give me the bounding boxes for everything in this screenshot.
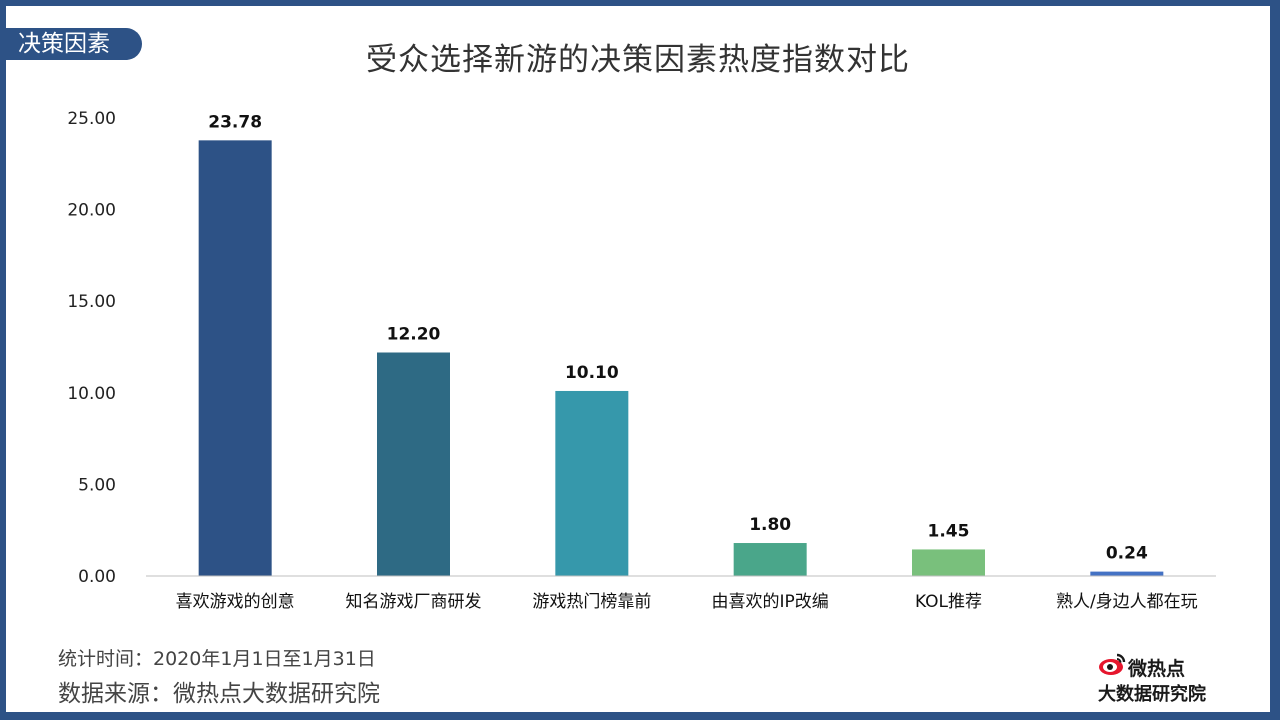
y-tick-label: 20.00 — [67, 201, 116, 221]
data-label: 1.45 — [928, 521, 970, 541]
bar — [198, 140, 272, 576]
bar — [555, 390, 629, 576]
section-tag: 决策因素 — [6, 28, 142, 60]
data-source-note: 数据来源：微热点大数据研究院 — [58, 681, 380, 707]
x-tick-label: 熟人/身边人都在玩 — [1056, 591, 1198, 612]
y-tick-label: 25.00 — [67, 109, 116, 129]
bar — [377, 352, 450, 576]
x-tick-label: 游戏热门榜靠前 — [532, 592, 651, 612]
data-label: 23.78 — [208, 112, 262, 132]
data-label: 0.24 — [1106, 544, 1148, 564]
data-label: 12.20 — [387, 324, 441, 344]
brand-logo: 微热点 大数据研究院 — [1096, 650, 1246, 710]
bar-chart: 0.00 5.00 10.00 15.00 20.00 25.00 23.78 12.20 1… — [67, 109, 1216, 612]
statistics-period-note: 统计时间：2020年1月1日至1月31日 — [58, 648, 376, 670]
brand-subtitle: 大数据研究院 — [1098, 684, 1206, 705]
y-axis: 0.00 5.00 10.00 15.00 20.00 25.00 — [67, 109, 116, 587]
x-tick-label: 由喜欢的IP改编 — [712, 592, 829, 612]
sina-weibo-eye-icon — [1099, 653, 1126, 675]
bar — [912, 549, 985, 576]
data-label: 10.10 — [565, 363, 619, 383]
y-tick-label: 5.00 — [78, 475, 116, 495]
y-tick-label: 15.00 — [67, 292, 116, 312]
x-axis: 喜欢游戏的创意 知名游戏厂商研发 游戏热门榜靠前 由喜欢的IP改编 KOL推荐 熟人/身边… — [176, 591, 1198, 612]
x-tick-label: 知名游戏厂商研发 — [346, 592, 482, 612]
bar — [1090, 571, 1164, 576]
brand-name: 微热点 — [1128, 658, 1186, 680]
bar — [733, 543, 807, 576]
bar-series: 23.78 12.20 10.10 1.80 1.45 0.24 — [198, 112, 1164, 576]
x-tick-label: 喜欢游戏的创意 — [176, 592, 295, 612]
y-tick-label: 0.00 — [78, 567, 116, 587]
y-tick-label: 10.00 — [67, 384, 116, 404]
slide-frame: 决策因素 受众选择新游的决策因素热度指数对比 0.00 5.00 10.00 15.0… — [6, 6, 1270, 712]
data-label: 1.80 — [749, 515, 791, 535]
x-tick-label: KOL推荐 — [915, 592, 982, 612]
page-title: 受众选择新游的决策因素热度指数对比 — [366, 42, 910, 78]
